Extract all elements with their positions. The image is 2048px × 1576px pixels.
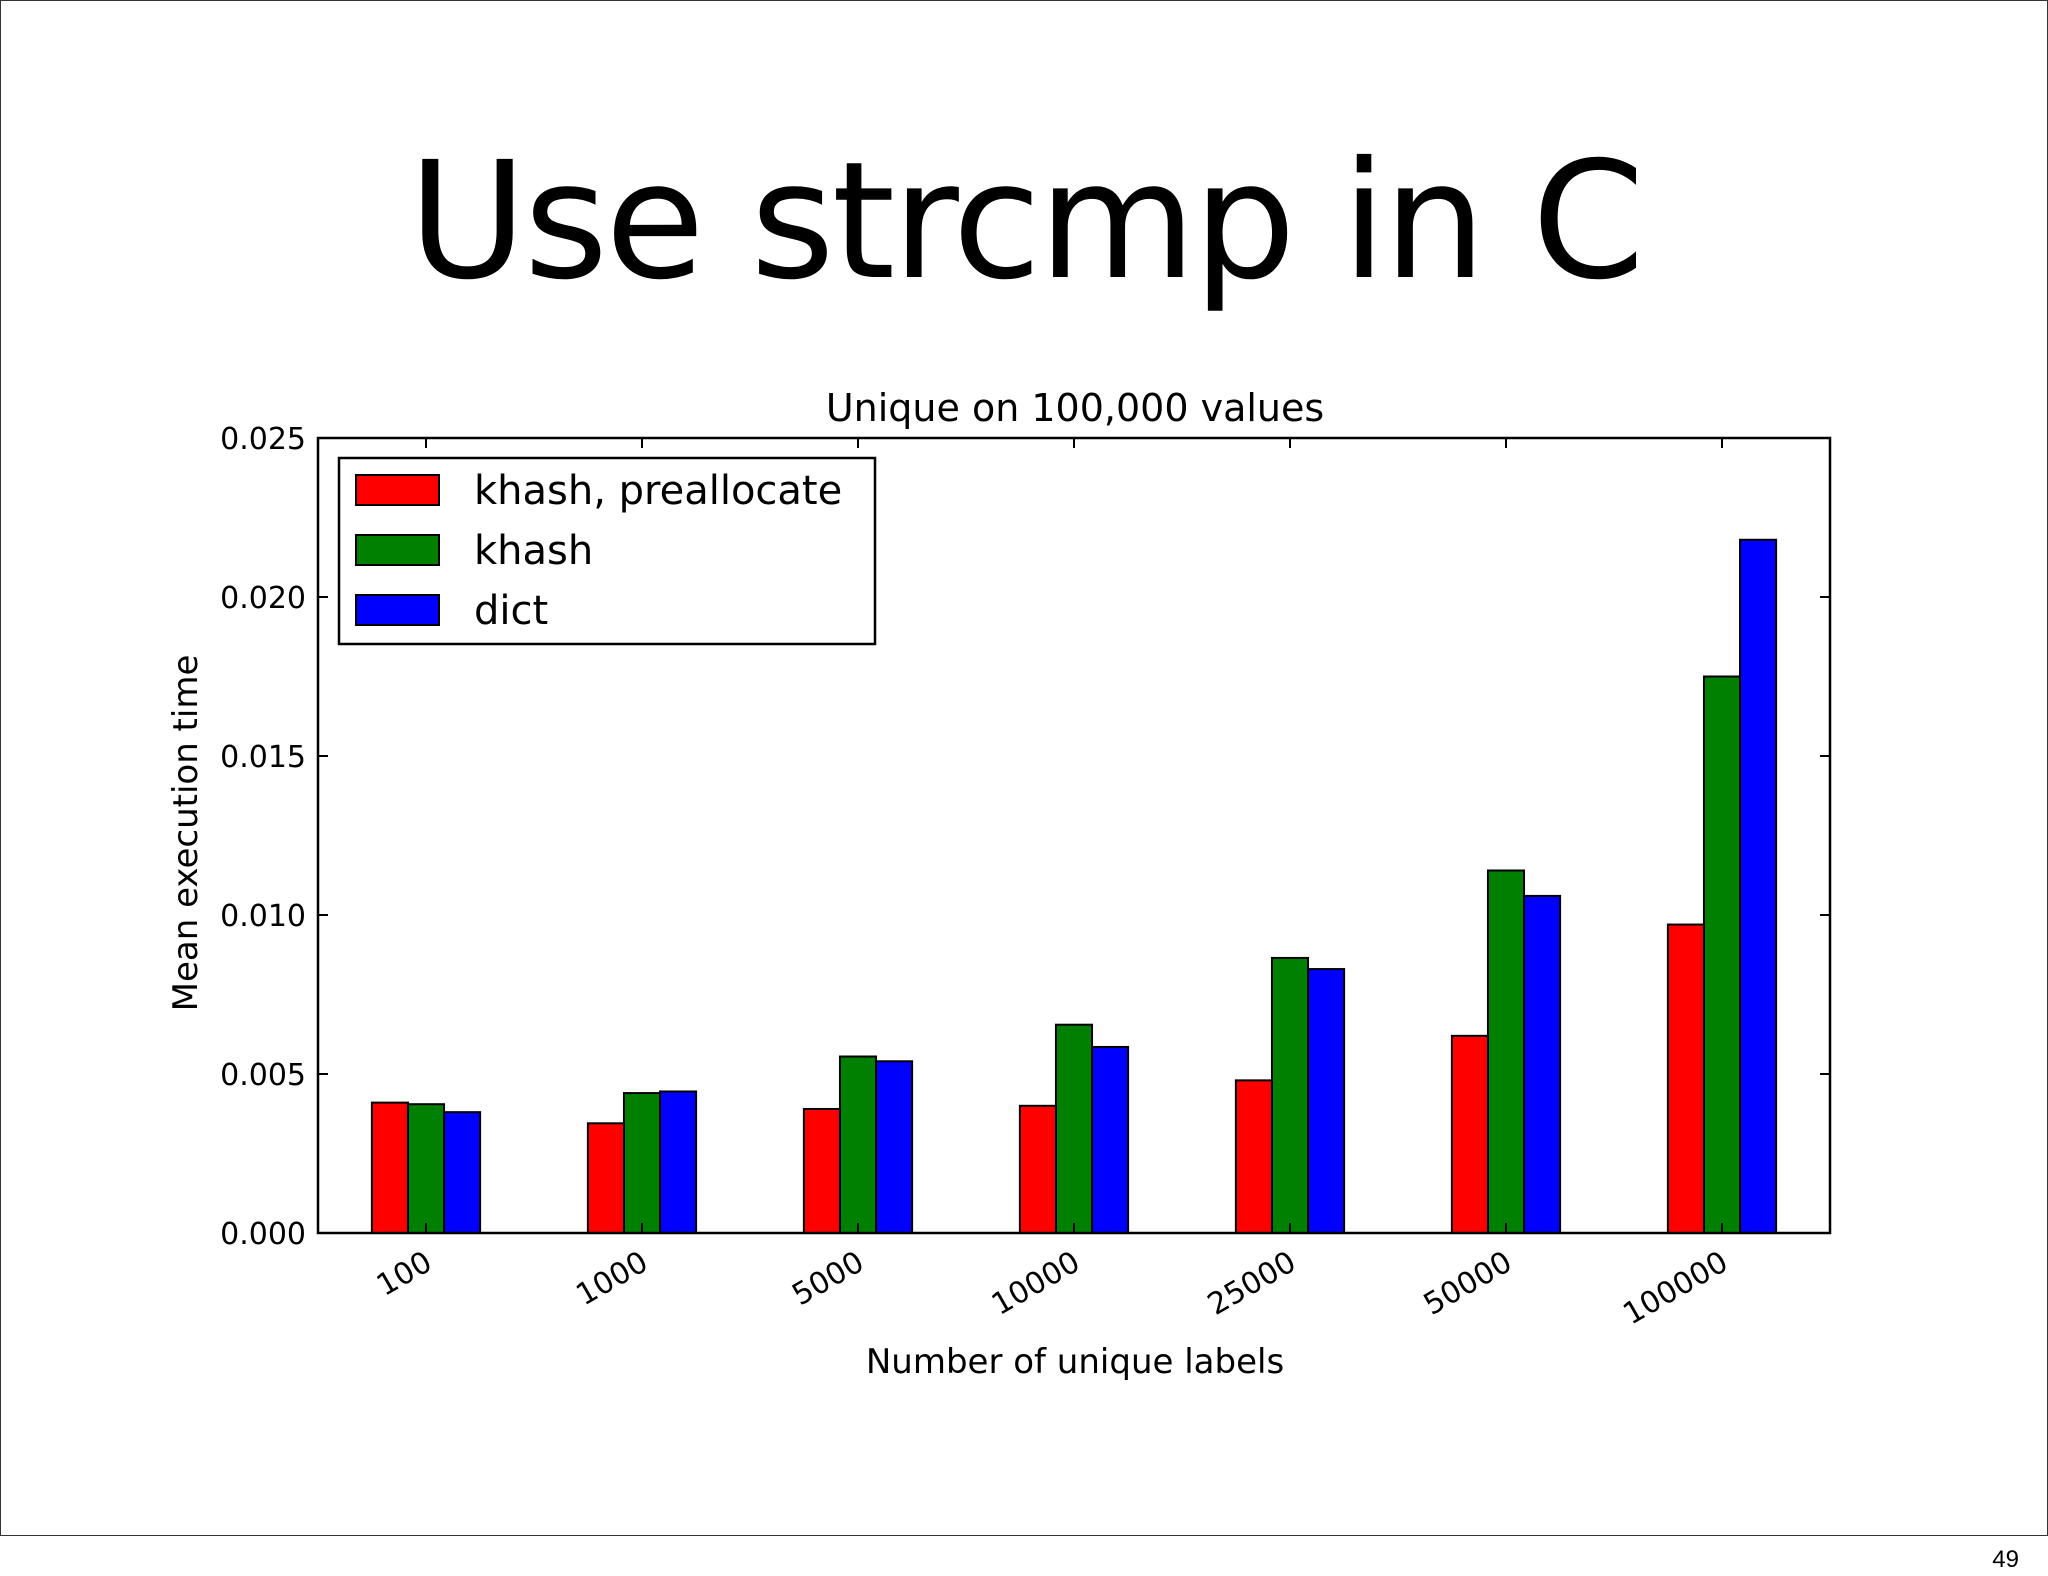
bar-2-5000: [838, 1055, 878, 1235]
bar-2-1000: [622, 1092, 662, 1234]
legend-swatch: [355, 594, 440, 626]
x-tick-label: 25000: [1202, 1245, 1302, 1323]
x-tick-label: 100000: [1617, 1245, 1734, 1333]
plot-frame: [316, 436, 1832, 1235]
bar-1-5000: [802, 1107, 841, 1234]
bar-1-50000: [1450, 1034, 1489, 1234]
bar-3-5000: [875, 1060, 914, 1235]
y-tick-label: 0.000: [220, 1217, 306, 1252]
page-number: 49: [1992, 1546, 2019, 1573]
x-tick-label: 10000: [986, 1245, 1086, 1323]
bar-2-10000: [1054, 1023, 1094, 1235]
legend-label: khash, preallocate: [474, 468, 842, 514]
chart-title: Unique on 100,000 values: [826, 386, 1324, 430]
legend: khash, preallocate khash dict: [337, 456, 877, 646]
bar-2-100000: [1702, 675, 1742, 1234]
x-tick-label: 100: [371, 1245, 438, 1304]
slide-title: Use strcmp in C: [408, 128, 1645, 316]
y-tick-label: 0.025: [220, 422, 306, 457]
legend-swatch: [355, 534, 440, 566]
bar-1-25000: [1234, 1079, 1273, 1234]
bar-3-1000: [659, 1090, 698, 1234]
bar-3-50000: [1523, 894, 1562, 1234]
y-axis-title: Mean execution time: [166, 655, 206, 1012]
bar-2-25000: [1270, 956, 1310, 1234]
bar-1-100000: [1666, 923, 1705, 1234]
bar-3-100: [443, 1111, 482, 1235]
legend-label: khash: [474, 528, 593, 574]
bar-chart: Unique on 100,000 values Number of uniqu…: [166, 386, 1832, 1382]
y-tick-label: 0.015: [220, 740, 306, 775]
bar-2-50000: [1486, 869, 1526, 1234]
x-axis-title: Number of unique labels: [866, 1342, 1284, 1382]
bar-1-10000: [1018, 1104, 1057, 1235]
x-tick-label: 5000: [786, 1245, 870, 1313]
bars-layer: [370, 538, 1778, 1235]
y-tick-label: 0.020: [220, 581, 306, 616]
legend-swatch: [355, 474, 440, 506]
bar-1-100: [370, 1101, 409, 1234]
x-tick-label: 50000: [1418, 1245, 1518, 1323]
bar-1-1000: [586, 1122, 625, 1235]
x-tick-label: 1000: [570, 1245, 654, 1313]
bar-3-100000: [1739, 538, 1778, 1234]
y-tick-label: 0.010: [220, 899, 306, 934]
bar-3-10000: [1091, 1045, 1130, 1234]
y-tick-label: 0.005: [220, 1058, 306, 1093]
bar-2-100: [406, 1103, 446, 1234]
bar-3-25000: [1307, 968, 1346, 1234]
legend-label: dict: [474, 588, 548, 634]
